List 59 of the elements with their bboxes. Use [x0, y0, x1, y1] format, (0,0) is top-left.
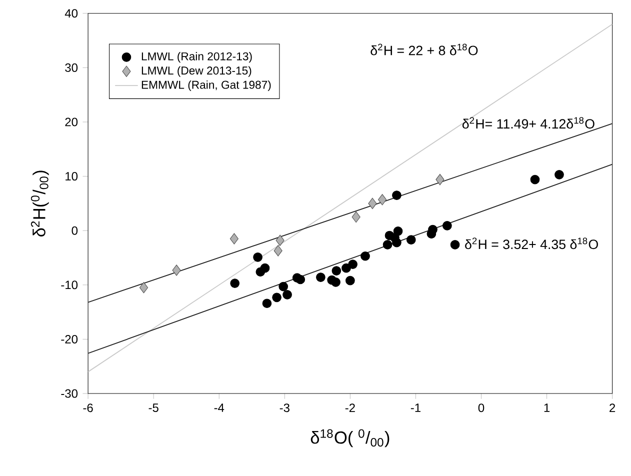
point — [278, 282, 288, 292]
legend-label: LMWL (Rain 2012-13) — [142, 52, 252, 62]
point — [253, 252, 262, 262]
point — [392, 190, 402, 200]
annotation: δ$^{2}$H = 22 + 8 δ$^{18}$O — [370, 44, 478, 56]
x-tick-label: -1 — [410, 403, 420, 412]
legend-label: LMWL (Dew 2013-15) — [142, 66, 252, 77]
point — [442, 220, 452, 230]
point — [260, 263, 270, 273]
point — [348, 259, 358, 269]
x-tick-label: -6 — [83, 403, 93, 412]
x-tick-label: 0 — [478, 403, 484, 412]
annotation: δ$^{2}$H= 11.49+ 4.12δ$^{18}$O — [462, 116, 594, 128]
y-tick-label: 0 — [72, 226, 78, 235]
point — [230, 278, 240, 288]
point — [436, 174, 444, 186]
point — [450, 240, 460, 250]
y-tick-label: 20 — [65, 118, 78, 126]
point — [342, 263, 351, 273]
point — [274, 244, 282, 256]
legend-label: EMMWL (Rain, Gat 1987) — [142, 80, 271, 91]
y-axis-title: δ$^{2}$H($^{0}$/$_{00}$) — [30, 170, 49, 236]
point — [352, 211, 360, 223]
x-tick-label: 2 — [610, 403, 616, 412]
point — [262, 298, 272, 308]
point — [172, 264, 181, 276]
point — [392, 238, 402, 248]
y-tick-label: -30 — [61, 389, 78, 398]
point — [282, 290, 292, 300]
x-tick-label: -2 — [345, 403, 355, 412]
x-tick-label: 1 — [544, 403, 550, 412]
point — [554, 170, 564, 180]
point — [378, 194, 387, 206]
point — [360, 251, 370, 261]
point — [346, 276, 355, 286]
point — [428, 224, 438, 234]
point — [393, 226, 403, 236]
point — [530, 174, 540, 184]
x-axis-title: δ$^{18}$O( $^{0}$/$_{00}$) — [310, 429, 390, 448]
x-tick-label: -5 — [148, 403, 158, 412]
y-tick-label: -20 — [61, 334, 78, 344]
point — [382, 240, 392, 250]
point — [332, 266, 342, 276]
y-tick-label: -10 — [61, 280, 78, 290]
point — [230, 233, 238, 244]
point — [296, 274, 306, 284]
annotation: δ$^{2}$H = 3.52+ 4.35 δ$^{18}$O — [465, 238, 598, 249]
point — [272, 292, 282, 302]
point — [406, 235, 416, 244]
point — [316, 272, 326, 282]
y-tick-label: 40 — [64, 8, 78, 18]
x-tick-label: -4 — [214, 403, 224, 412]
y-tick-label: 10 — [66, 172, 78, 180]
point — [331, 277, 340, 287]
point — [276, 234, 284, 246]
y-tick-label: 30 — [65, 63, 78, 72]
point — [368, 198, 377, 209]
point — [139, 282, 148, 294]
x-tick-label: -3 — [280, 403, 290, 412]
